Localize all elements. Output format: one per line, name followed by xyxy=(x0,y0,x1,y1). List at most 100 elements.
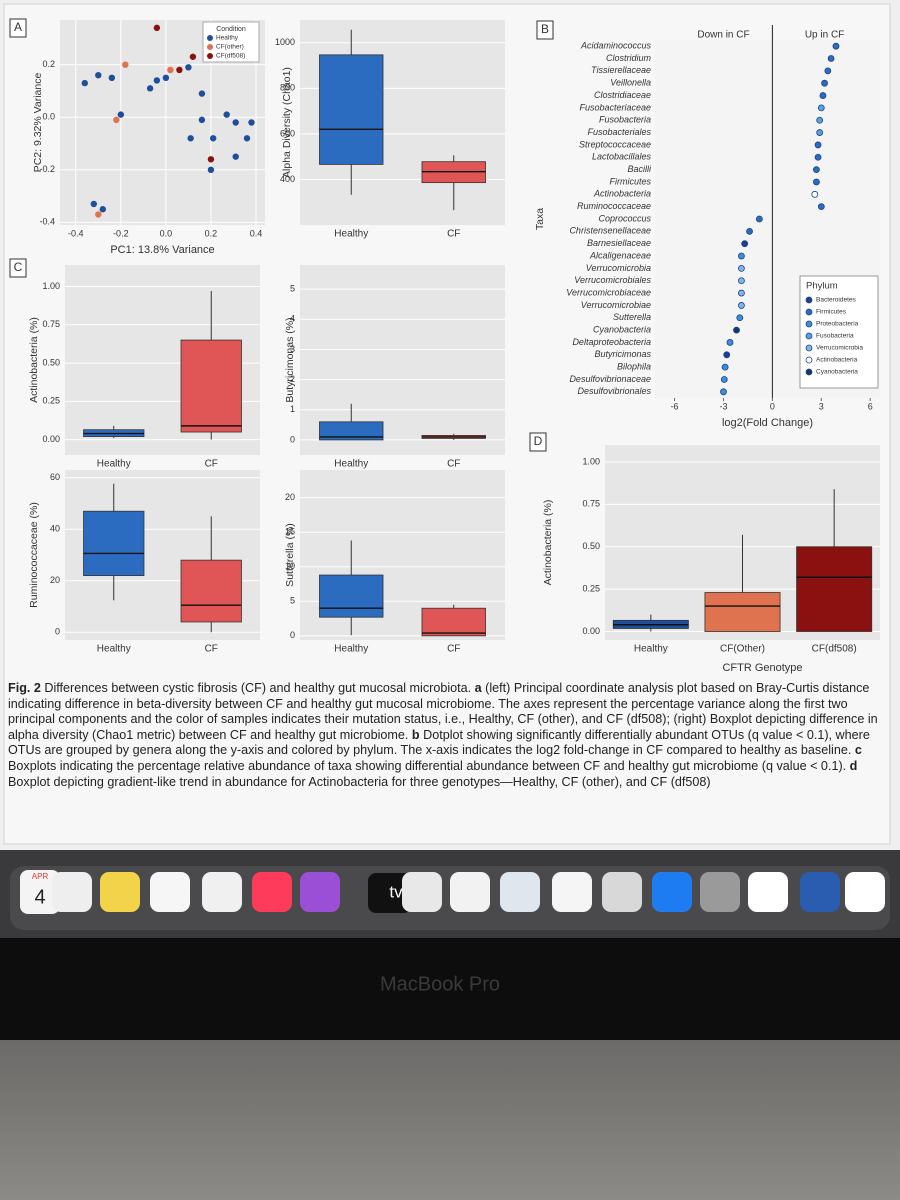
point xyxy=(99,206,107,213)
x-axis-label: CFTR Genotype xyxy=(722,662,802,674)
app-icon[interactable] xyxy=(202,872,242,912)
y-tick-label: 40 xyxy=(50,524,60,534)
legend-box xyxy=(202,21,260,63)
legend-swatch xyxy=(805,344,813,352)
app-icon[interactable] xyxy=(52,872,92,912)
box xyxy=(704,592,781,632)
legend-swatch xyxy=(805,356,813,364)
legend-label: CF(df508) xyxy=(216,53,245,60)
legend-title: Phylum xyxy=(806,281,838,292)
legend-label: Healthy xyxy=(216,35,239,42)
y-tick-label: 800 xyxy=(280,83,295,93)
dock: APR 4 tv xyxy=(10,866,890,930)
dot xyxy=(720,376,728,383)
box xyxy=(319,54,384,165)
x-tick-label: 0 xyxy=(770,401,775,411)
y-tick-label: 0.50 xyxy=(42,357,60,367)
panel-letter: B xyxy=(541,22,549,36)
y-tick-label: 0.75 xyxy=(582,499,600,509)
caption-run: Boxplots indicating the percentage relat… xyxy=(8,758,850,773)
app-icon[interactable] xyxy=(700,872,740,912)
panel-letter-box xyxy=(529,432,547,452)
app-icon[interactable] xyxy=(748,872,788,912)
app-icon[interactable] xyxy=(402,872,442,912)
y-tick-label: -0.2 xyxy=(39,164,55,174)
point xyxy=(185,64,192,71)
y-tick-label: 0.00 xyxy=(42,434,60,444)
tv-icon[interactable] xyxy=(368,873,412,913)
taxon-label: Acidaminococcus xyxy=(580,41,652,51)
x-tick-label: CF xyxy=(447,229,460,240)
app-icon[interactable] xyxy=(300,872,340,912)
point xyxy=(146,85,154,92)
dot xyxy=(821,79,828,87)
app-icon[interactable] xyxy=(800,872,840,912)
taxon-label: Fusobacteria xyxy=(599,115,651,125)
dot xyxy=(721,363,729,371)
y-tick-label: 10 xyxy=(285,561,295,571)
taxon-label: Tissierellaceae xyxy=(591,65,651,75)
dot xyxy=(738,252,745,260)
tv-label: tv xyxy=(389,882,403,901)
point xyxy=(207,166,215,174)
calendar-month: APR xyxy=(32,872,49,881)
app-icon[interactable] xyxy=(500,872,540,912)
caption-run: Fig. 2 xyxy=(8,681,41,695)
legend-swatch xyxy=(805,320,813,328)
legend-title: Condition xyxy=(216,26,246,33)
x-tick-label: -0.4 xyxy=(68,228,84,238)
app-icon[interactable] xyxy=(100,872,140,912)
legend-label: Bacteroidetes xyxy=(816,297,856,304)
app-icon[interactable] xyxy=(450,872,490,912)
x-tick-label: Healthy xyxy=(334,229,368,240)
taxon-label: Alcaligenaceae xyxy=(589,250,651,260)
point xyxy=(223,111,230,118)
app-icon[interactable] xyxy=(552,872,592,912)
taxon-label: Butyricimonas xyxy=(594,349,651,359)
taxon-label: Lactobacillales xyxy=(592,152,652,162)
y-axis-label: Sutterella (%) xyxy=(284,523,296,587)
y-tick-label: -0.4 xyxy=(39,217,55,227)
dot xyxy=(832,42,840,50)
x-tick-label: 0.4 xyxy=(250,228,263,238)
panel-letter-box xyxy=(536,20,554,40)
point xyxy=(198,116,206,124)
dot xyxy=(817,104,825,112)
app-icon[interactable] xyxy=(252,872,292,912)
x-tick-label: Healthy xyxy=(97,459,131,470)
taxon-label: Verrucomicrobiae xyxy=(581,300,651,310)
keyboard-deck xyxy=(0,1040,900,1200)
y-tick-label: 15 xyxy=(285,527,295,537)
dot xyxy=(738,264,745,272)
x-tick-label: Healthy xyxy=(334,459,368,470)
dot xyxy=(733,326,740,334)
calendar-icon[interactable] xyxy=(20,870,60,914)
dot xyxy=(816,129,824,136)
point xyxy=(167,66,174,74)
taxon-label: Verrucomicrobiales xyxy=(574,275,651,285)
taxon-label: Verrucomicrobia xyxy=(586,263,651,273)
taxon-label: Barnesiellaceae xyxy=(587,238,651,248)
dot xyxy=(814,141,822,149)
legend-swatch xyxy=(805,296,813,304)
y-tick-label: 400 xyxy=(280,174,295,184)
app-icon[interactable] xyxy=(652,872,692,912)
point xyxy=(189,53,197,60)
app-icon[interactable] xyxy=(602,872,642,912)
panel-letter: C xyxy=(14,260,23,274)
legend-swatch xyxy=(805,368,813,376)
figure-caption: Fig. 2 Differences between cystic fibros… xyxy=(8,681,880,790)
app-icon[interactable] xyxy=(150,872,190,912)
dot xyxy=(816,116,824,124)
panel-letter: A xyxy=(14,20,22,34)
y-tick-label: 0 xyxy=(290,434,295,444)
legend-swatch xyxy=(207,44,213,50)
app-icon[interactable] xyxy=(845,872,885,912)
caption-run: c xyxy=(854,743,862,758)
y-axis-label: Actinobacteria (%) xyxy=(28,317,40,403)
taxon-label: Cyanobacteria xyxy=(593,324,651,334)
point xyxy=(232,153,239,160)
dot xyxy=(741,240,749,248)
